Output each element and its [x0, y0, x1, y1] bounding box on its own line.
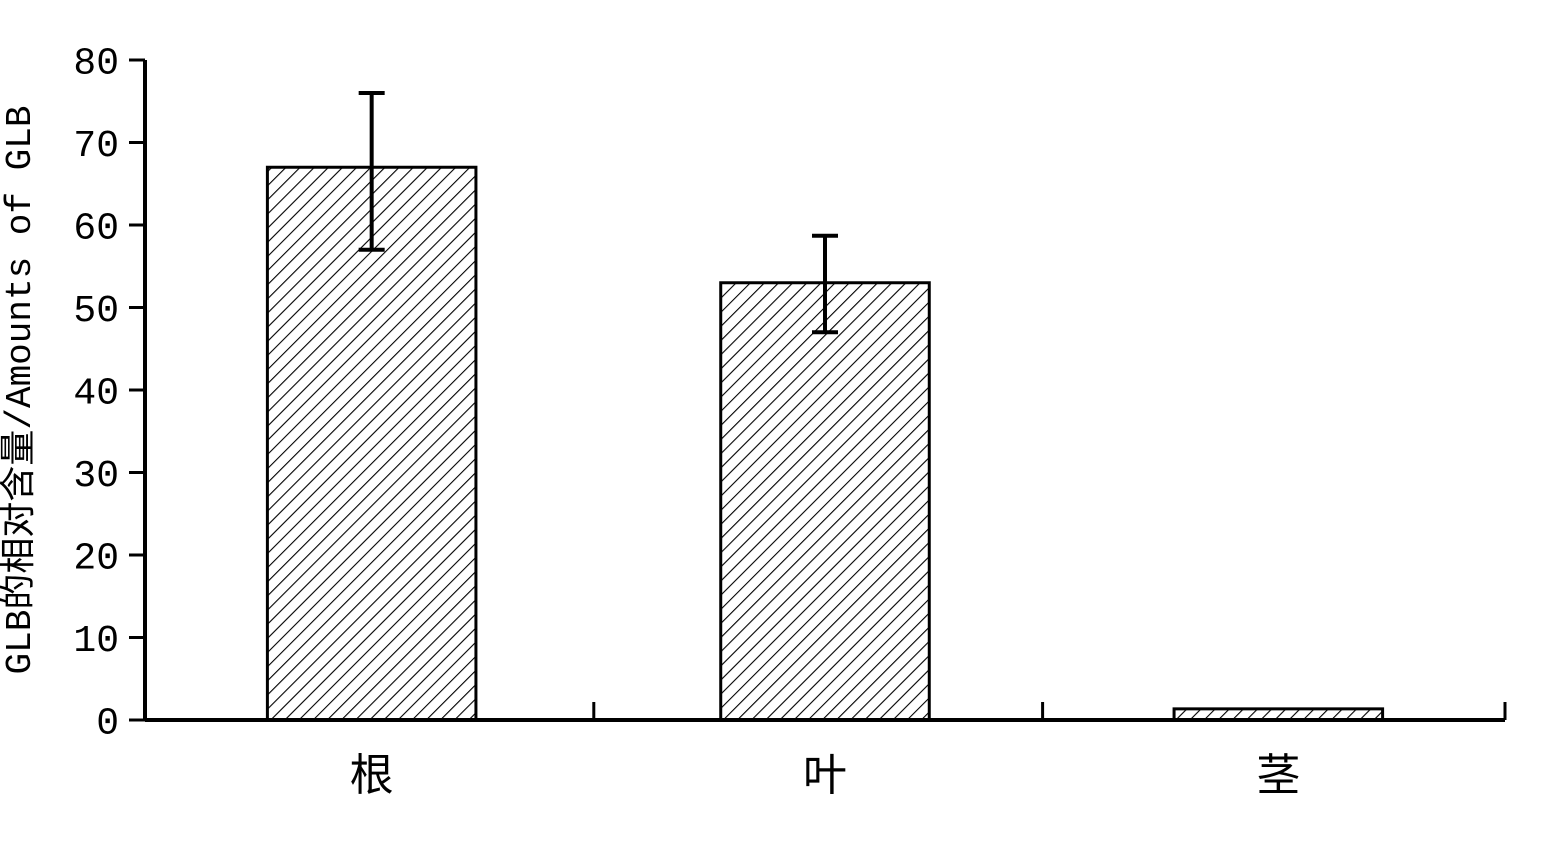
- y-tick-label: 40: [73, 372, 119, 415]
- x-category-label-1: 叶: [803, 751, 847, 800]
- y-tick-label: 60: [73, 207, 119, 250]
- x-category-label-0: 根: [350, 751, 394, 800]
- y-tick-label: 20: [73, 537, 119, 580]
- bar-chart: 根 叶 茎 0 10 20 30 40 50 60 70 80 GLB的相对含量/Amounts of …: [0, 0, 1550, 842]
- y-axis-title: GLB的相对含量/Amounts of GLB: [0, 106, 41, 675]
- x-category-label-2: 茎: [1256, 751, 1300, 800]
- y-tick-label: 10: [73, 620, 119, 663]
- bar-1: [721, 283, 930, 720]
- chart-container: 根 叶 茎 0 10 20 30 40 50 60 70 80 GLB的相对含量/Amounts of …: [0, 0, 1550, 842]
- y-tick-label: 80: [73, 42, 119, 85]
- y-tick-label: 30: [73, 455, 119, 498]
- y-tick-label: 70: [73, 125, 119, 168]
- y-tick-label: 0: [96, 702, 119, 745]
- y-tick-label: 50: [73, 290, 119, 333]
